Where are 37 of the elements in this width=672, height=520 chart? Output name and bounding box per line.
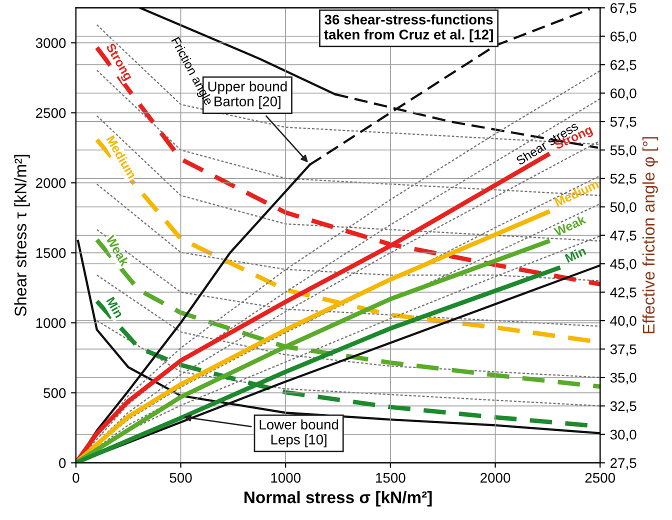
annotation: Lower bound Leps [10] <box>260 419 338 448</box>
y2-tick-label: 45,0 <box>610 259 636 271</box>
y2-tick-label: 57,5 <box>610 117 636 128</box>
x-tick-label: 0 <box>72 472 80 483</box>
y2-tick-label: 42,5 <box>610 288 636 299</box>
x-tick-label: 2500 <box>585 472 616 483</box>
y-tick-label: 1500 <box>36 248 66 258</box>
y2-tick-label: 40,0 <box>610 316 636 328</box>
text: Min <box>564 246 586 263</box>
y2-tick-label: 30,0 <box>610 430 636 442</box>
y-tick-label: 2500 <box>36 108 66 118</box>
y2-tick-label: 27,5 <box>610 458 636 470</box>
y2-axis-title: Effective friction angle φ [°] <box>642 137 658 334</box>
x-tick-label: 2000 <box>480 472 510 483</box>
y-tick-label: 500 <box>44 388 66 398</box>
y-axis-title: Shear stress τ [kN/m²] <box>14 154 30 316</box>
y2-tick-label: 67,5 <box>610 3 636 15</box>
y2-tick-label: 65,0 <box>610 32 636 44</box>
x-tick-label: 1000 <box>271 472 301 483</box>
x-tick-label: 1500 <box>376 472 406 483</box>
y2-tick-label: 62,5 <box>610 60 636 72</box>
y-tick-label: 1000 <box>36 318 66 328</box>
annotation: 36 shear-stress-functions taken from Cruz et al. [12] <box>324 14 493 42</box>
y-tick-label: 0 <box>59 458 66 468</box>
y2-tick-label: 52,5 <box>610 174 636 186</box>
y2-tick-label: 60,0 <box>610 88 636 100</box>
x-tick-label: 500 <box>170 472 192 483</box>
text: Weak <box>553 214 587 237</box>
y2-tick-label: 50,0 <box>610 202 636 214</box>
y2-tick-label: 47,5 <box>610 230 636 242</box>
y2-tick-label: 55,0 <box>610 145 636 157</box>
x-axis-title: Normal stress σ [kN/m²] <box>244 491 432 507</box>
y2-tick-label: 37,5 <box>610 344 636 356</box>
y2-tick-label: 32,5 <box>610 401 636 413</box>
y-tick-label: 3000 <box>36 38 66 48</box>
y2-tick-label: 35,0 <box>610 372 636 384</box>
y-tick-label: 2000 <box>36 178 66 188</box>
